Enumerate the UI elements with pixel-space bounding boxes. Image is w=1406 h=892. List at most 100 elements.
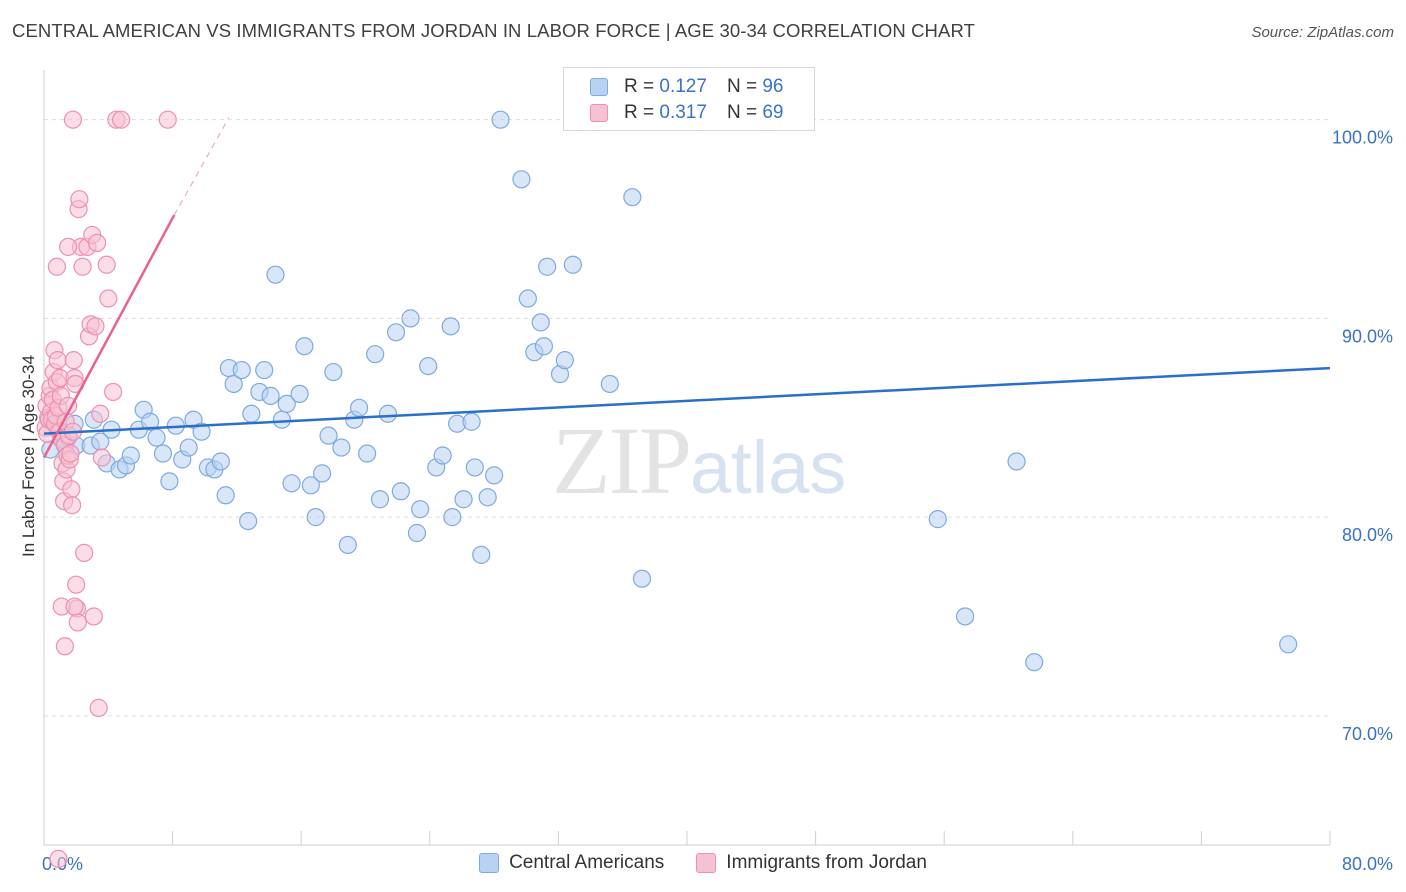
point-central-americans [531,313,550,332]
point-central-americans [512,170,531,189]
point-central-americans [319,426,338,445]
legend-n-label: N = [726,102,758,123]
point-central-americans [462,412,481,431]
point-central-americans [955,607,975,626]
watermark: ZIPatlas [552,405,846,516]
point-jordan [92,448,111,467]
trendlines [42,117,1331,459]
watermark-atlas: atlas [690,426,847,509]
point-jordan [73,257,92,276]
legend-row-central-americans: R = 0.127 N = 96 [590,74,783,100]
point-central-americans [232,360,251,380]
trendline-jordan [42,214,176,459]
point-central-americans [282,474,301,493]
legend-r-value: 0.317 [659,102,707,123]
point-jordan [75,543,94,562]
y-tick-label: 100.0% [1332,128,1393,148]
point-central-americans [386,323,406,342]
point-jordan [70,190,89,209]
point-central-americans [1025,653,1044,672]
point-jordan [91,404,110,423]
legend-n-value: 96 [762,76,784,97]
point-central-americans [301,476,320,495]
y-tick-label: 90.0% [1342,326,1393,346]
trendline-jordan-extension [173,117,230,216]
point-central-americans [366,345,385,364]
source-label: Source: ZipAtlas.com [1251,24,1394,41]
point-jordan [59,237,78,256]
tick-labels: 100.0%90.0%80.0%70.0%0.0%80.0% [42,128,1393,874]
point-jordan [86,317,105,336]
point-central-americans [491,110,510,129]
series-legend: Central Americans Immigrants from Jordan [0,852,1406,874]
stats-legend: R = 0.127 N = 96 R = 0.317 N = 69 [563,67,815,131]
legend-r-value: 0.127 [659,76,707,97]
point-central-americans [121,446,140,465]
point-jordan [61,444,80,463]
point-central-americans [443,508,462,527]
point-central-americans [332,438,351,457]
chart-title: CENTRAL AMERICAN VS IMMIGRANTS FROM JORD… [12,20,975,41]
point-jordan [55,637,74,656]
legend-r-label: R = [624,102,655,123]
point-central-americans [623,188,642,207]
point-jordan [89,698,108,717]
point-central-americans [140,412,160,431]
x-tick-label: 80.0% [1342,854,1393,874]
point-jordan [97,255,116,274]
point-central-americans [378,404,398,423]
point-central-americans [454,490,473,509]
point-central-americans [272,410,292,429]
point-central-americans [338,535,357,555]
point-central-americans [441,317,460,336]
point-jordan [48,351,67,370]
point-jordan [158,110,177,129]
y-tick-label: 80.0% [1342,525,1393,545]
point-central-americans [433,446,452,465]
point-jordan [65,597,84,616]
point-central-americans [242,404,261,423]
legend-swatch-blue [479,853,500,873]
y-axis-label: In Labor Force | Age 30-34 [19,355,38,557]
legend-n-value: 69 [762,102,784,123]
point-jordan [47,257,66,276]
point-jordan [99,289,118,308]
point-central-americans [600,374,619,394]
point-central-americans [632,569,652,588]
point-central-americans [534,337,554,356]
point-jordan [112,110,131,129]
point-central-americans [255,360,274,380]
point-central-americans [485,466,504,485]
point-central-americans [1279,635,1298,654]
y-tick-label: 70.0% [1342,724,1393,744]
point-jordan [67,575,86,594]
point-central-americans [192,422,211,441]
trendline-central-americans [43,366,1331,435]
point-central-americans [261,386,280,405]
point-central-americans [224,374,243,394]
point-jordan [104,382,123,402]
point-central-americans [160,472,179,491]
point-central-americans [147,428,166,447]
legend-swatch-pink [696,853,717,873]
legend-item-jordan: Immigrants from Jordan [696,852,927,874]
point-central-americans [555,351,574,370]
legend-swatch-pink [590,104,608,122]
point-central-americans [216,486,235,505]
point-jordan [68,613,87,632]
point-central-americans [928,510,947,529]
point-jordan [64,351,83,370]
point-jordan [63,110,83,129]
point-central-americans [295,337,314,356]
point-central-americans [211,452,230,471]
point-central-americans [472,545,491,564]
point-central-americans [277,394,296,413]
point-central-americans [478,488,497,507]
point-central-americans [266,265,285,284]
point-central-americans [290,384,309,404]
point-central-americans [358,444,377,463]
legend-swatch-blue [590,78,608,96]
point-jordan [63,496,82,515]
point-jordan [87,233,107,252]
